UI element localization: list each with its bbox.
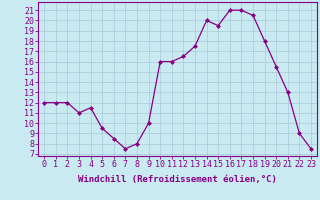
X-axis label: Windchill (Refroidissement éolien,°C): Windchill (Refroidissement éolien,°C) bbox=[78, 175, 277, 184]
